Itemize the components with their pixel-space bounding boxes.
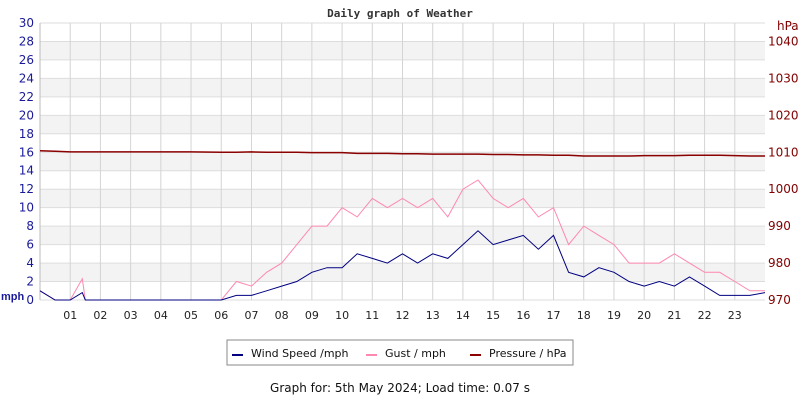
y-tick-right: 1040 — [768, 34, 799, 48]
x-tick-label: 05 — [184, 309, 198, 322]
y-tick-left: 22 — [19, 90, 34, 104]
y-tick-left: 6 — [26, 238, 34, 252]
y-tick-right: 1010 — [768, 145, 799, 159]
x-tick-label: 13 — [426, 309, 440, 322]
x-tick-label: 23 — [728, 309, 742, 322]
y-axis-left-label: mph — [1, 291, 25, 303]
y-tick-left: 0 — [26, 293, 34, 307]
x-tick-label: 09 — [305, 309, 319, 322]
y-tick-right: 1000 — [768, 182, 799, 196]
x-tick-label: 08 — [275, 309, 289, 322]
legend-label: Gust / mph — [385, 347, 446, 360]
x-tick-label: 06 — [214, 309, 228, 322]
series-line-pressure — [39, 150, 765, 157]
x-tick-label: 04 — [154, 309, 168, 322]
chart-title: Daily graph of Weather — [327, 7, 473, 20]
x-tick-label: 01 — [63, 309, 77, 322]
y-tick-right: 1020 — [768, 108, 799, 122]
y-tick-left: 30 — [19, 16, 34, 30]
y-tick-left: 24 — [19, 71, 34, 85]
footer-text: Graph for: 5th May 2024; Load time: 0.07… — [270, 381, 530, 395]
x-tick-label: 12 — [396, 309, 410, 322]
x-tick-label: 17 — [547, 309, 561, 322]
y-tick-left: 28 — [19, 34, 34, 48]
y-tick-right: 980 — [768, 256, 791, 270]
y-tick-left: 16 — [19, 145, 34, 159]
x-tick-label: 03 — [124, 309, 138, 322]
y-tick-right: 970 — [768, 293, 791, 307]
y-tick-left: 10 — [19, 201, 34, 215]
series-line-wind-speed — [39, 230, 766, 301]
y-tick-left: 18 — [19, 127, 34, 141]
legend-label: Pressure / hPa — [489, 347, 567, 360]
y-tick-left: 8 — [26, 219, 34, 233]
x-tick-label: 10 — [335, 309, 349, 322]
y-tick-right: 990 — [768, 219, 791, 233]
legend-box — [226, 339, 574, 366]
y-tick-right: 1030 — [768, 71, 799, 85]
y-tick-left: 14 — [19, 164, 34, 178]
x-tick-label: 02 — [93, 309, 107, 322]
x-tick-label: 20 — [637, 309, 651, 322]
y-tick-left: 12 — [19, 182, 34, 196]
x-tick-label: 07 — [244, 309, 258, 322]
x-tick-label: 11 — [365, 309, 379, 322]
x-tick-label: 14 — [456, 309, 470, 322]
x-tick-label: 22 — [698, 309, 712, 322]
x-tick-label: 16 — [516, 309, 530, 322]
x-tick-label: 21 — [667, 309, 681, 322]
y-tick-left: 20 — [19, 108, 34, 122]
x-tick-label: 15 — [486, 309, 500, 322]
y-axis-right-label: hPa — [777, 19, 799, 33]
y-tick-left: 2 — [26, 275, 34, 289]
legend-label: Wind Speed /mph — [251, 347, 349, 360]
x-tick-label: 19 — [607, 309, 621, 322]
x-tick-label: 18 — [577, 309, 591, 322]
y-tick-left: 4 — [26, 256, 34, 270]
y-tick-left: 26 — [19, 53, 34, 67]
